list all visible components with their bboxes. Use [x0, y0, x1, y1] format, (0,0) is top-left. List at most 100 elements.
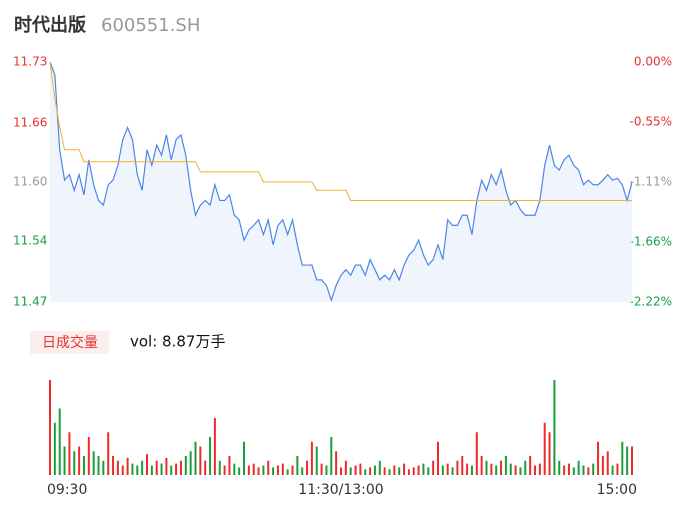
- volume-bar: [359, 463, 362, 475]
- volume-bar: [524, 460, 527, 475]
- volume-bar: [606, 451, 609, 475]
- volume-bar: [53, 422, 56, 475]
- volume-bar: [112, 456, 115, 475]
- volume-bar: [432, 460, 435, 475]
- stock-code: 600551.SH: [101, 15, 200, 36]
- volume-bar: [441, 465, 444, 475]
- y-tick-label: 11.66: [13, 115, 47, 129]
- volume-bar: [485, 460, 488, 475]
- volume-bar: [340, 467, 342, 475]
- volume-bar: [204, 460, 207, 475]
- volume-bar: [577, 460, 580, 475]
- price-line: [49, 61, 633, 303]
- volume-button[interactable]: 日成交量: [42, 334, 98, 351]
- volume-bar: [184, 456, 187, 475]
- volume-bar: [262, 465, 265, 475]
- volume-bar: [626, 446, 629, 475]
- volume-bar: [179, 460, 182, 475]
- volume-bar: [500, 460, 503, 475]
- volume-bar: [175, 463, 178, 475]
- volume-bar: [213, 418, 216, 475]
- volume-bar: [315, 446, 318, 475]
- volume-bar: [446, 463, 449, 475]
- volume-bar: [466, 463, 469, 475]
- volume-bar: [310, 441, 313, 475]
- volume-bar: [121, 465, 124, 475]
- volume-bar: [548, 432, 551, 475]
- volume-bar: [49, 380, 51, 475]
- volume-bar: [291, 465, 294, 475]
- volume-bar: [611, 465, 614, 475]
- volume-bar: [529, 456, 532, 475]
- volume-bar: [306, 460, 309, 475]
- volume-bar: [218, 460, 221, 475]
- x-tick-label: 11:30/13:00: [298, 482, 383, 498]
- volume-bar: [587, 467, 590, 475]
- volume-bar: [286, 469, 289, 475]
- volume-bar: [320, 463, 323, 475]
- volume-bar: [194, 441, 197, 475]
- y2-tick-label: 0.00%: [634, 55, 672, 69]
- volume-bar: [427, 467, 430, 475]
- volume-bar: [378, 460, 381, 475]
- volume-bar: [475, 432, 478, 475]
- volume-bar: [78, 446, 81, 475]
- volume-bar: [470, 465, 473, 475]
- volume-bar: [480, 456, 483, 475]
- volume-bar: [276, 465, 279, 475]
- volume-bar: [68, 432, 71, 475]
- volume-bar: [257, 467, 260, 475]
- volume-bar: [519, 467, 522, 475]
- volume-bar: [601, 456, 604, 475]
- volume-label: vol: 8.87万手: [130, 333, 225, 351]
- volume-bar: [252, 463, 255, 475]
- volume-bar: [456, 460, 459, 475]
- volume-bar: [388, 469, 391, 475]
- price-area: [50, 62, 632, 302]
- volume-bar: [495, 465, 498, 475]
- stock-name: 时代出版: [14, 14, 86, 36]
- volume-bar: [136, 465, 139, 475]
- volume-bar: [87, 437, 90, 475]
- volume-bar: [349, 467, 352, 475]
- volume-bar: [92, 451, 95, 475]
- volume-bar: [572, 467, 575, 475]
- average-line: [49, 61, 632, 201]
- volume-bar: [597, 441, 600, 475]
- volume-bar: [141, 460, 144, 475]
- volume-bar: [407, 469, 410, 475]
- volume-bar: [107, 432, 110, 475]
- volume-bar: [592, 463, 595, 475]
- volume-bar: [150, 465, 153, 475]
- x-tick-label: 15:00: [597, 482, 637, 498]
- volume-bar: [373, 465, 376, 475]
- x-tick-label: 09:30: [47, 482, 87, 498]
- volume-bar: [301, 467, 304, 475]
- volume-bar: [97, 456, 100, 475]
- volume-bar: [335, 451, 338, 475]
- volume-bar: [364, 469, 367, 475]
- volume-bar: [403, 463, 406, 475]
- volume-bar: [534, 465, 536, 475]
- volume-bar: [344, 460, 347, 475]
- volume-bar: [233, 463, 236, 475]
- y2-tick-label: -1.66%: [630, 234, 672, 248]
- volume-bar: [243, 441, 245, 475]
- volume-bar: [543, 422, 546, 475]
- y-tick-label: 11.73: [13, 55, 47, 69]
- volume-bar: [73, 451, 76, 475]
- volume-bar: [422, 463, 425, 475]
- volume-bar: [330, 437, 333, 475]
- volume-bar: [102, 460, 105, 475]
- volume-bar: [412, 467, 415, 475]
- volume-button-bg[interactable]: [30, 331, 109, 354]
- volume-bar: [490, 463, 493, 475]
- volume-bar: [238, 467, 241, 475]
- volume-bar: [393, 465, 396, 475]
- volume-bar: [223, 465, 226, 475]
- volume-bar: [451, 467, 454, 475]
- volume-bar: [165, 457, 168, 475]
- volume-bar: [296, 456, 299, 475]
- y-tick-label: 11.54: [13, 234, 47, 248]
- volume-bar: [267, 460, 270, 475]
